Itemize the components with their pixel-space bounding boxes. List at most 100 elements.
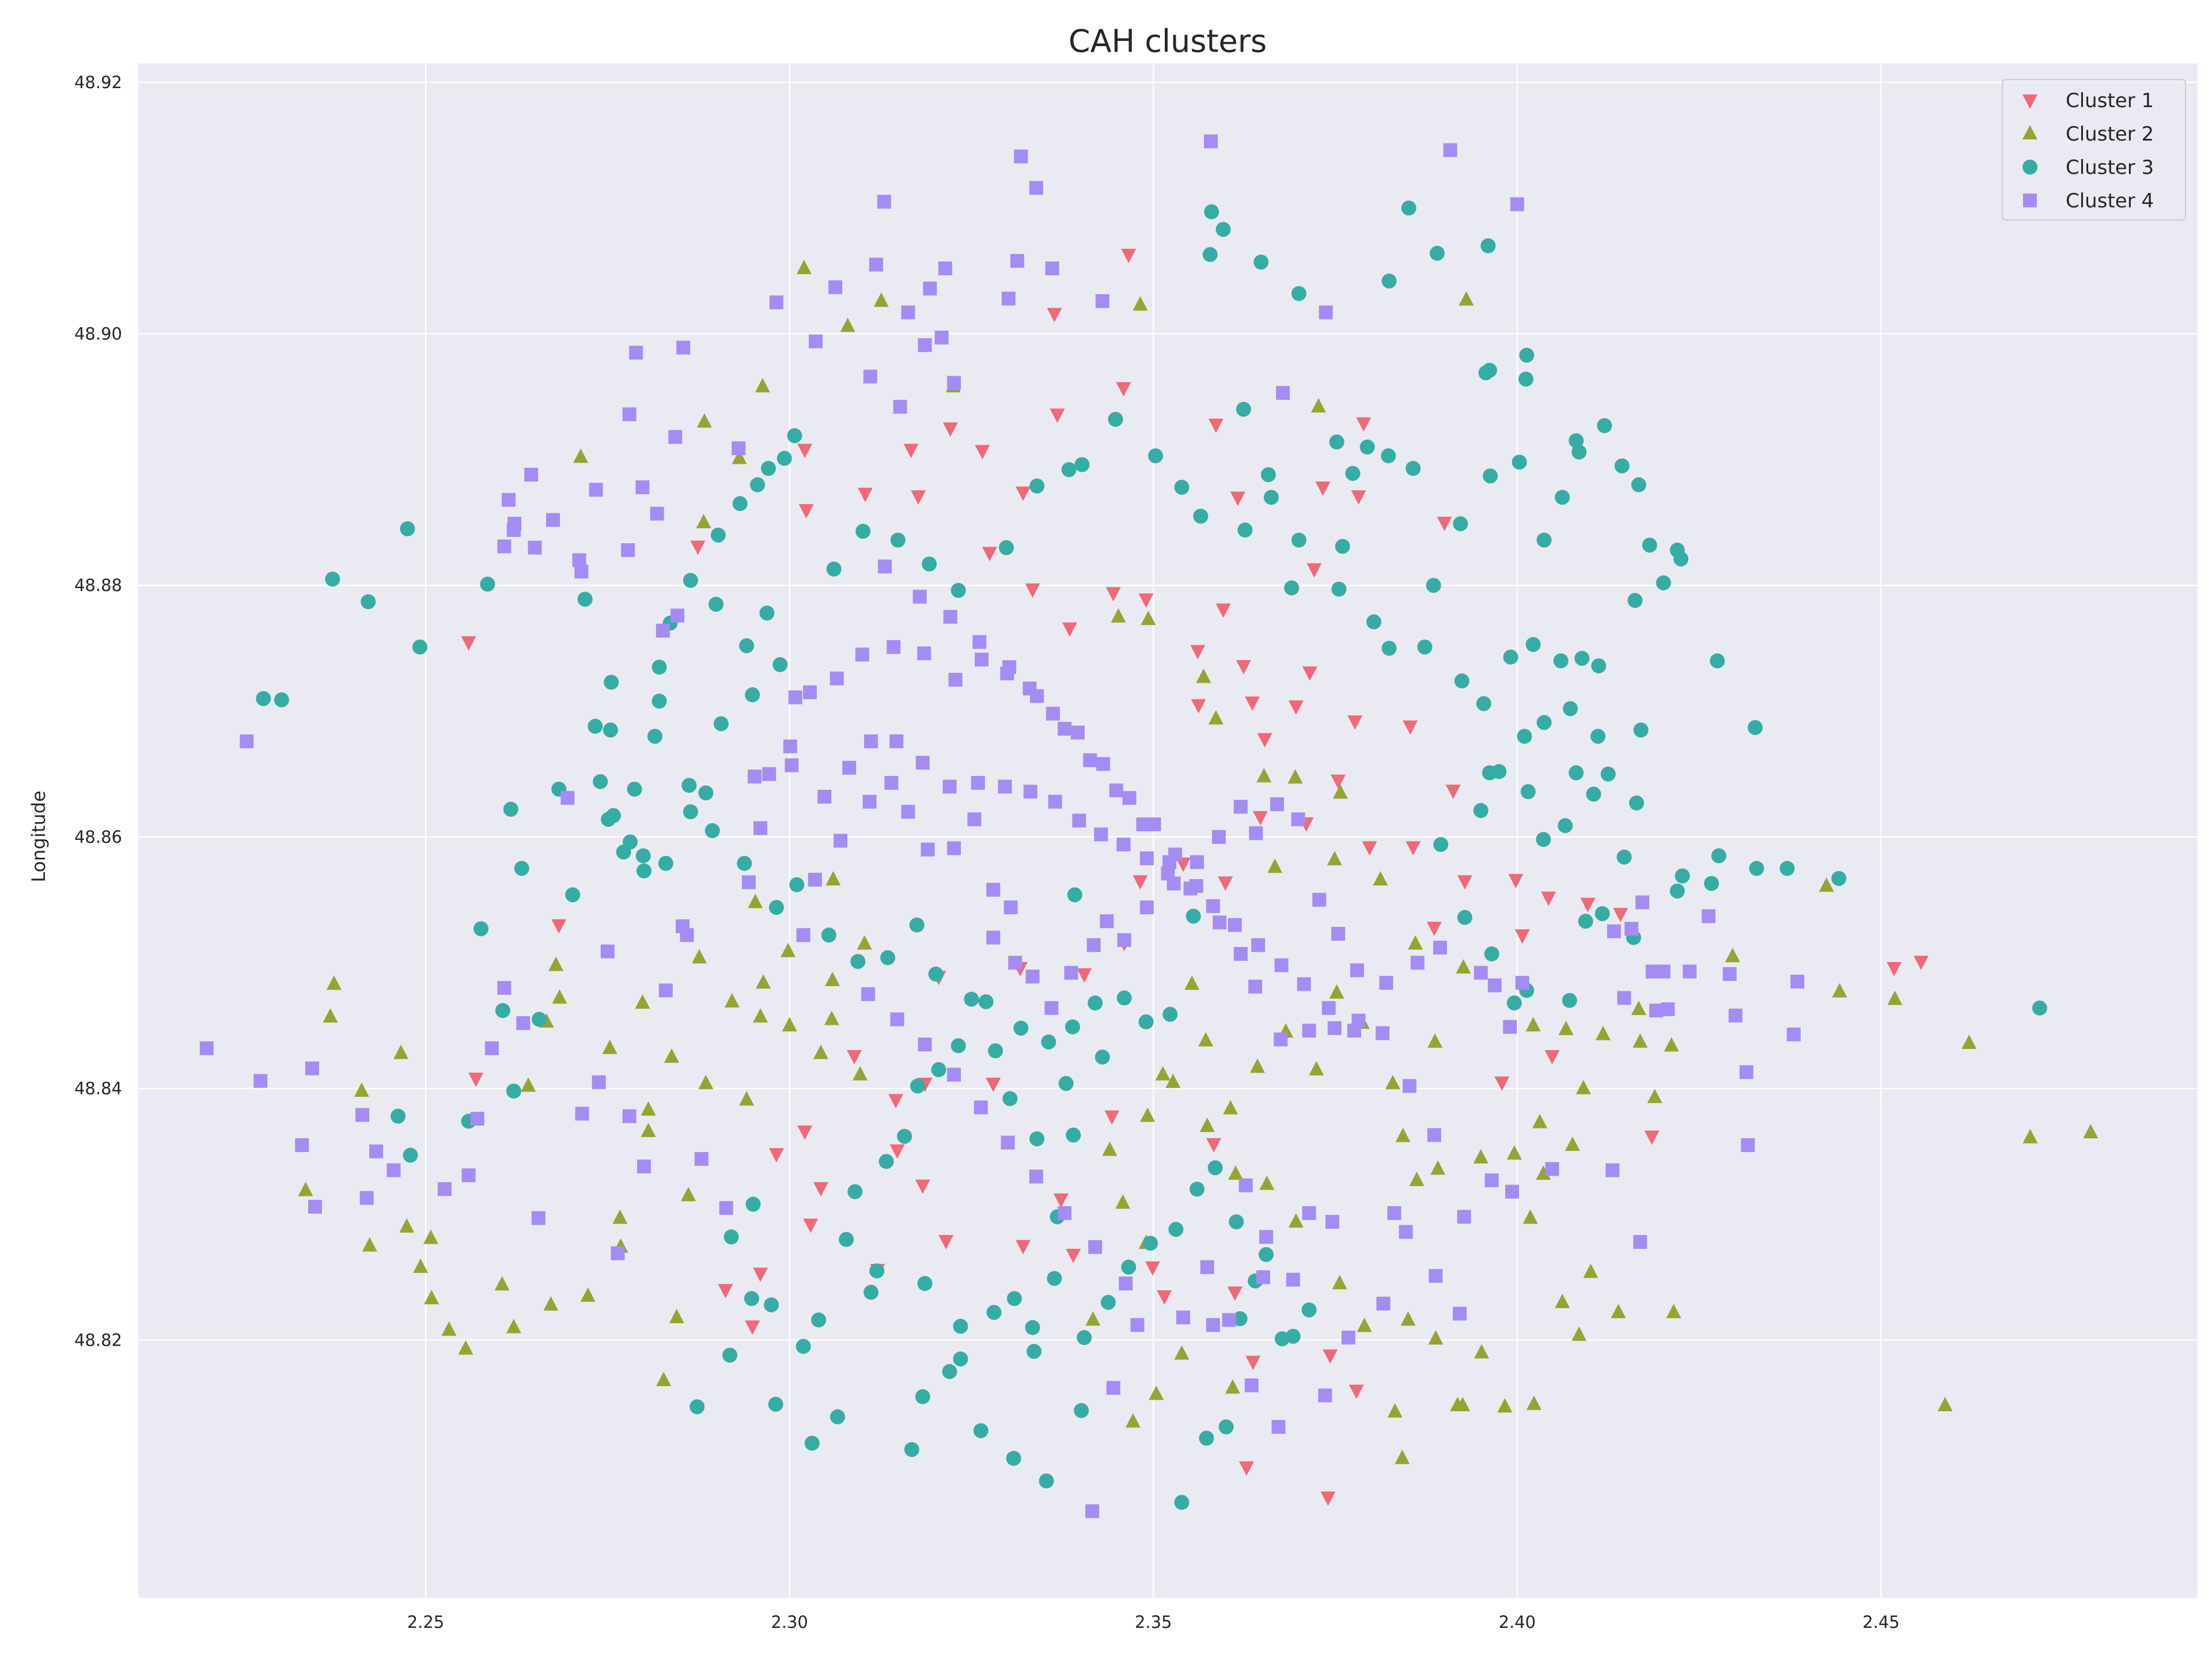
series-cluster-4 bbox=[199, 134, 1805, 1518]
data-point bbox=[1428, 1330, 1444, 1345]
data-point bbox=[798, 504, 814, 519]
data-point bbox=[903, 444, 919, 459]
data-point bbox=[1459, 291, 1474, 306]
data-point bbox=[1165, 1073, 1181, 1088]
data-point bbox=[1232, 1311, 1248, 1327]
data-point bbox=[1571, 444, 1587, 460]
data-point bbox=[354, 1082, 369, 1097]
data-point bbox=[947, 1067, 961, 1082]
data-point bbox=[1248, 979, 1263, 994]
data-point bbox=[821, 927, 836, 943]
data-point bbox=[1832, 983, 1847, 998]
data-point bbox=[1605, 1163, 1620, 1177]
data-point bbox=[468, 1073, 484, 1088]
data-point bbox=[635, 480, 650, 494]
data-point bbox=[1381, 448, 1396, 464]
data-point bbox=[1520, 784, 1536, 800]
data-points bbox=[199, 134, 2099, 1518]
data-point bbox=[1711, 848, 1726, 863]
data-point bbox=[1494, 1076, 1510, 1091]
data-point bbox=[690, 1399, 705, 1415]
data-point bbox=[1595, 1025, 1611, 1040]
data-point bbox=[803, 1218, 819, 1233]
data-point bbox=[1427, 1033, 1443, 1048]
data-point bbox=[1003, 900, 1018, 915]
data-point bbox=[1023, 785, 1037, 799]
data-point bbox=[1525, 637, 1541, 652]
data-point bbox=[1406, 841, 1421, 856]
data-point bbox=[1267, 858, 1283, 873]
data-point bbox=[1104, 1110, 1120, 1125]
data-point bbox=[1569, 433, 1584, 449]
data-point bbox=[1132, 875, 1148, 890]
data-point bbox=[641, 1122, 656, 1137]
data-point bbox=[1284, 580, 1300, 596]
data-point bbox=[1429, 1268, 1443, 1283]
data-point bbox=[783, 739, 797, 753]
data-point bbox=[1111, 608, 1126, 623]
data-point bbox=[811, 1312, 827, 1328]
chart-title: CAH clusters bbox=[1069, 23, 1267, 59]
data-point bbox=[671, 608, 685, 623]
data-point bbox=[1083, 753, 1097, 767]
data-point bbox=[998, 779, 1012, 794]
data-point bbox=[506, 1319, 521, 1334]
data-point bbox=[950, 582, 966, 598]
data-point bbox=[912, 589, 927, 604]
data-point bbox=[1508, 874, 1524, 889]
data-point bbox=[847, 1050, 862, 1065]
data-point bbox=[938, 1234, 954, 1249]
data-point bbox=[1506, 995, 1522, 1011]
data-point bbox=[1725, 948, 1740, 963]
x-tick-label: 2.40 bbox=[1499, 1612, 1536, 1632]
legend: Cluster 1 Cluster 2 Cluster 3 Cluster 4 bbox=[2002, 79, 2186, 221]
data-point bbox=[1297, 977, 1311, 991]
data-point bbox=[857, 935, 872, 950]
data-point bbox=[1211, 830, 1226, 844]
data-point bbox=[1349, 1384, 1364, 1399]
data-point bbox=[1276, 386, 1290, 400]
data-point bbox=[1506, 1145, 1522, 1160]
data-point bbox=[696, 413, 712, 428]
y-tick-label: 48.88 bbox=[74, 575, 122, 595]
data-point bbox=[785, 758, 799, 772]
data-point bbox=[1141, 611, 1156, 626]
legend-label: Cluster 2 bbox=[2066, 123, 2154, 146]
data-point bbox=[878, 559, 892, 574]
data-point bbox=[923, 281, 937, 296]
data-point bbox=[1616, 849, 1632, 865]
data-point bbox=[1259, 1175, 1275, 1190]
data-point bbox=[1329, 984, 1344, 999]
data-point bbox=[1094, 827, 1108, 842]
data-point bbox=[1116, 990, 1132, 1006]
data-point bbox=[1373, 871, 1388, 886]
data-point bbox=[1257, 733, 1272, 748]
data-point bbox=[947, 376, 961, 390]
data-point bbox=[1006, 1291, 1022, 1306]
data-point bbox=[768, 1396, 783, 1412]
data-point bbox=[1233, 946, 1248, 961]
data-point bbox=[1571, 1326, 1587, 1341]
data-point bbox=[1350, 963, 1364, 978]
data-point bbox=[931, 1062, 946, 1077]
data-point bbox=[813, 1044, 828, 1059]
data-point bbox=[863, 369, 877, 384]
data-point bbox=[1617, 991, 1631, 1005]
data-point bbox=[1497, 1398, 1513, 1413]
data-point bbox=[1937, 1396, 1953, 1411]
data-point bbox=[1565, 1136, 1580, 1151]
data-point bbox=[652, 694, 667, 709]
data-point bbox=[1145, 1261, 1160, 1276]
data-point bbox=[664, 1048, 679, 1063]
data-point bbox=[1624, 922, 1639, 936]
data-point bbox=[1345, 465, 1361, 481]
data-point bbox=[412, 639, 427, 655]
data-point bbox=[1545, 1162, 1559, 1176]
data-point bbox=[1515, 976, 1529, 990]
data-point bbox=[1433, 941, 1447, 955]
data-point bbox=[669, 1309, 684, 1324]
data-point bbox=[777, 450, 792, 466]
data-point bbox=[839, 1232, 854, 1247]
data-point bbox=[861, 987, 876, 1001]
data-point bbox=[1319, 305, 1333, 320]
